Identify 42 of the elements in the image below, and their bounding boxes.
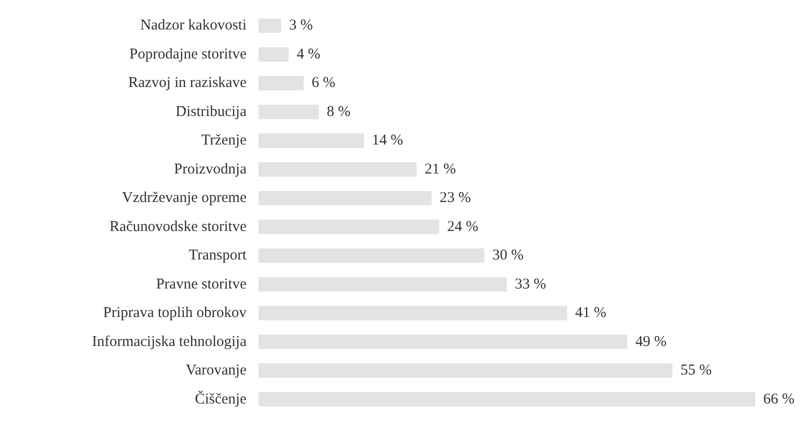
y-tick-label: Čiščenje (194, 390, 247, 408)
y-tick-label: Informacijska tehnologija (92, 334, 247, 350)
data-label: 23 % (440, 190, 471, 206)
bar (258, 306, 568, 320)
bar (258, 363, 673, 378)
data-label: 49 % (635, 334, 667, 350)
bar (258, 162, 417, 177)
bar (258, 334, 628, 349)
y-tick-label: Transport (188, 248, 248, 264)
bar (258, 220, 440, 234)
y-tick-label: Pravne storitve (156, 276, 247, 292)
bar (258, 277, 507, 292)
y-tick-label: Računovodske storitve (109, 218, 247, 235)
y-tick-label: Nadzor kakovosti (140, 18, 247, 34)
data-label: 4 % (296, 46, 320, 62)
bar (258, 248, 484, 263)
y-tick-label: Razvoj in raziskave (128, 75, 247, 92)
data-label: 21 % (424, 161, 456, 178)
bar (258, 18, 282, 33)
y-tick-label: Trženje (201, 132, 247, 149)
y-tick-label: Distribucija (176, 104, 247, 120)
bar (258, 392, 756, 406)
data-label: 24 % (447, 218, 478, 235)
data-label: 30 % (492, 248, 524, 264)
data-label: 8 % (326, 104, 350, 120)
data-label: 55 % (680, 362, 712, 379)
bar (258, 133, 364, 148)
y-tick-label: Proizvodnja (174, 161, 247, 178)
y-tick-label: Vzdrževanje opreme (122, 190, 247, 206)
bar (258, 76, 304, 90)
bar (258, 47, 289, 62)
y-tick-label: Poprodajne storitve (129, 46, 247, 62)
data-label: 66 % (763, 391, 795, 408)
bar (258, 104, 319, 120)
bar (258, 190, 432, 206)
y-tick-label: Varovanje (186, 362, 247, 379)
data-label: 41 % (575, 305, 606, 322)
y-tick-label: Priprava toplih obrokov (103, 305, 247, 322)
data-label: 14 % (372, 132, 404, 149)
data-label: 3 % (289, 18, 313, 34)
data-label: 6 % (312, 75, 336, 92)
data-label: 33 % (514, 276, 546, 292)
